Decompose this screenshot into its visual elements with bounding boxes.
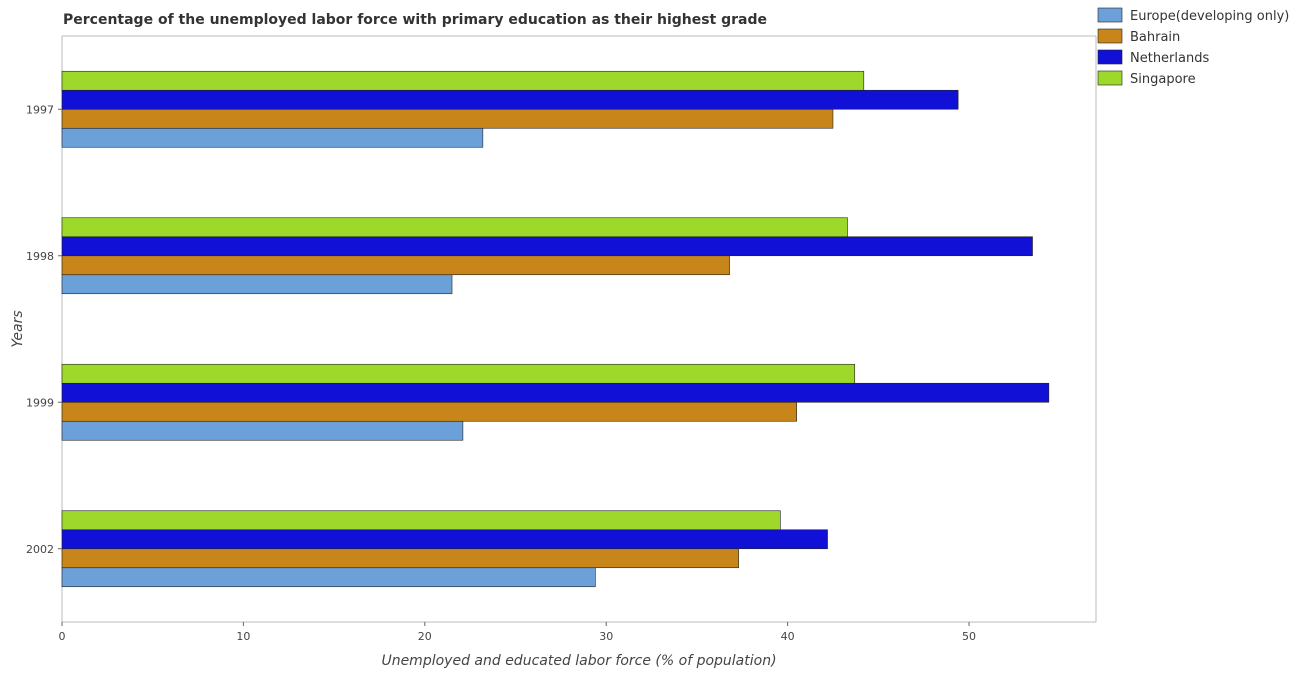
- legend-swatch: [1097, 7, 1123, 23]
- x-tick-label: 10: [236, 630, 250, 643]
- bar-1997-europe-developing-only: [61, 127, 484, 148]
- bar-2002-europe-developing-only: [61, 567, 596, 588]
- bar-1998-singapore: [61, 217, 848, 238]
- legend-label: Singapore: [1130, 72, 1196, 87]
- legend-label: Europe(developing only): [1130, 9, 1289, 24]
- bar-1998-europe-developing-only: [61, 274, 453, 295]
- bar-2002-bahrain: [61, 548, 739, 569]
- y-tick-label: 2002: [26, 543, 54, 556]
- bar-1999-bahrain: [61, 401, 797, 422]
- legend-swatch: [1097, 28, 1123, 44]
- bar-1999-singapore: [61, 363, 856, 384]
- chart-title: Percentage of the unemployed labor force…: [63, 12, 767, 28]
- bars-group: [61, 70, 1050, 588]
- legend-swatch: [1097, 49, 1123, 65]
- bar-1999-europe-developing-only: [61, 420, 464, 441]
- y-tick-label: 1999: [26, 396, 54, 409]
- bar-1997-bahrain: [61, 108, 834, 129]
- y-axis-ticks: 1997 1998 1999 2002: [26, 103, 62, 556]
- x-tick-label: 40: [781, 630, 795, 643]
- y-tick-label: 1997: [26, 103, 54, 116]
- legend-swatch: [1097, 70, 1123, 86]
- y-axis-label: Years: [10, 310, 26, 347]
- x-tick-label: 30: [599, 630, 613, 643]
- legend-label: Netherlands: [1130, 51, 1209, 66]
- bar-2002-singapore: [61, 510, 781, 531]
- x-axis-label: Unemployed and educated labor force (% o…: [381, 653, 776, 669]
- bar-1998-netherlands: [61, 236, 1033, 257]
- y-tick-label: 1998: [26, 250, 54, 263]
- legend: Europe(developing only) Bahrain Netherland…: [1097, 7, 1289, 87]
- bar-1998-bahrain: [61, 255, 730, 276]
- x-tick-label: 20: [418, 630, 432, 643]
- bar-2002-netherlands: [61, 529, 828, 550]
- x-axis-ticks: 0 10 20 30 40 50: [59, 622, 976, 643]
- bar-1997-netherlands: [61, 89, 959, 110]
- bar-1999-netherlands: [61, 382, 1050, 403]
- bar-1997-singapore: [61, 70, 865, 91]
- legend-label: Bahrain: [1130, 30, 1180, 45]
- x-tick-label: 0: [59, 630, 66, 643]
- x-tick-label: 50: [962, 630, 976, 643]
